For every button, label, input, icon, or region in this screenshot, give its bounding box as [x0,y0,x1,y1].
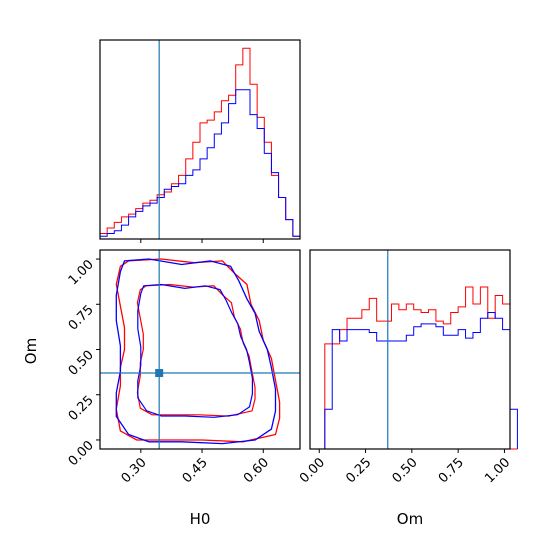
contour-red-outer [115,258,281,443]
om-ytick-label: 0.75 [66,302,97,333]
h0-histogram-red-series [99,47,301,239]
h0-histogram-panel [99,39,301,243]
om-xtick-label: 0.25 [343,455,374,486]
contour-blue-outer [115,258,277,445]
contour-red-inner [136,283,256,417]
h0-histogram-blue-series [99,89,301,239]
om-histogram-panel: 0.00 0.25 0.50 0.75 1.00 Om [297,249,518,528]
om-ytick-label: 0.25 [66,393,97,424]
om-xtick-label: 0.00 [297,455,328,486]
h0-histogram-marks [99,40,301,239]
truth-marker [155,369,164,378]
h0-xtick-label: 0.30 [119,455,150,486]
om-xtick-label: 0.50 [390,455,421,486]
ylabel-om: Om [22,338,40,364]
om-histogram-frame [309,249,511,450]
h0-histogram-ticks [140,239,264,243]
h0-om-contour-panel: 0.30 0.45 0.60 0.00 0.25 0.50 0.75 1.00 Om H0 [22,249,301,528]
om-histogram-ticks: 0.00 0.25 0.50 0.75 1.00 [297,449,513,486]
om-ytick-label: 0.50 [66,348,97,379]
om-histogram-marks [310,250,518,450]
om-ytick-label: 0.00 [66,438,97,469]
xlabel-om: Om [397,510,423,528]
om-histogram-red-series [310,286,518,450]
h0-histogram-frame [99,39,301,240]
h0-om-contour-ticks: 0.30 0.45 0.60 0.00 0.25 0.50 0.75 1.00 [66,257,272,486]
om-ytick-label: 1.00 [66,257,97,288]
om-xtick-label: 0.75 [436,455,467,486]
contour-blue-inner [137,283,253,418]
h0-xtick-label: 0.60 [241,455,272,486]
om-histogram-blue-series [310,312,518,450]
h0-om-contour-frame [99,249,301,450]
h0-om-contour-marks [100,250,300,449]
h0-xtick-label: 0.45 [180,455,211,486]
om-xtick-label: 1.00 [482,455,513,486]
xlabel-h0: H0 [190,510,211,528]
